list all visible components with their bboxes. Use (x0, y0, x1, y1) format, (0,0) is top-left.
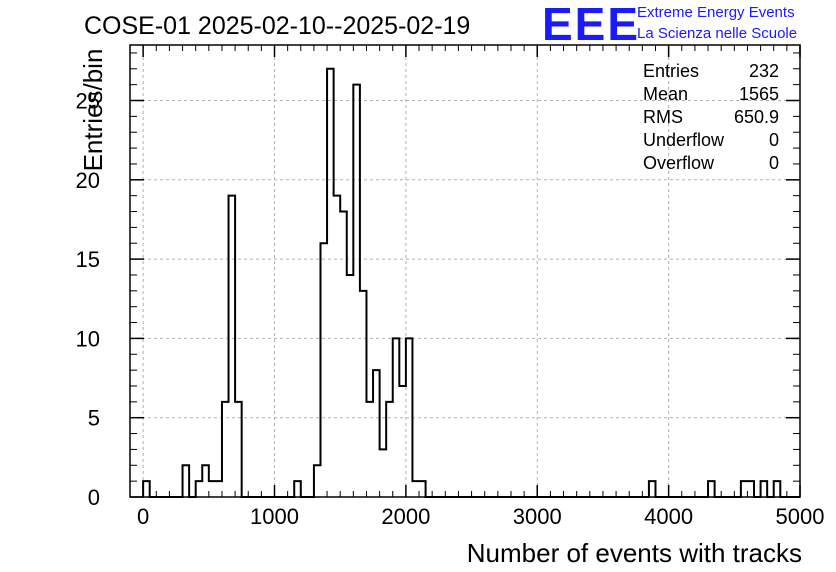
x-tick-label: 4000 (644, 504, 693, 529)
stat-label: Underflow (643, 130, 725, 150)
y-tick-label: 25 (76, 89, 100, 114)
stat-value: 1565 (739, 84, 779, 104)
chart-title: COSE-01 2025-02-10--2025-02-19 (84, 12, 470, 40)
histogram-bar (209, 481, 216, 497)
histogram-bar (412, 481, 419, 497)
x-tick-label: 3000 (513, 504, 562, 529)
stat-value: 650.9 (734, 107, 779, 127)
x-tick-label: 2000 (381, 504, 430, 529)
x-tick-label: 0 (137, 504, 149, 529)
eee-logo: EEE (542, 0, 640, 50)
y-axis: 0 5 10 15 20 25 (76, 52, 800, 510)
y-tick-label: 10 (76, 326, 100, 351)
stat-value: 0 (769, 153, 779, 173)
grid-lines (130, 45, 801, 498)
brand-line-1: Extreme Energy Events (637, 4, 795, 21)
y-tick-label: 20 (76, 168, 100, 193)
histogram-bar (366, 402, 373, 497)
y-tick-label: 0 (88, 485, 100, 510)
plot-frame (129, 44, 801, 498)
x-tick-label: 1000 (250, 504, 299, 529)
histogram-bar (334, 196, 341, 497)
stat-label: Mean (643, 84, 688, 104)
histogram-bar (380, 449, 387, 497)
histogram-bar (399, 386, 406, 497)
y-axis-label: Entries/bin (78, 49, 108, 172)
histogram-bar (215, 481, 222, 497)
y-tick-label: 15 (76, 247, 100, 272)
stat-label: RMS (643, 107, 683, 127)
y-tick-label: 5 (88, 406, 100, 431)
stat-value: 232 (749, 61, 779, 81)
stats-box: Entries 232 Mean 1565 RMS 650.9 Underflow 0 Over… (643, 61, 779, 173)
brand-line-2: La Scienza nelle Scuole (637, 25, 797, 42)
stat-label: Overflow (643, 153, 715, 173)
histogram-bar (347, 275, 354, 497)
x-tick-label: 5000 (776, 504, 825, 529)
x-axis: 0 1000 2000 3000 4000 5000 (129, 45, 825, 529)
stat-value: 0 (769, 130, 779, 150)
stat-label: Entries (643, 61, 699, 81)
x-axis-label: Number of events with tracks (467, 538, 802, 568)
